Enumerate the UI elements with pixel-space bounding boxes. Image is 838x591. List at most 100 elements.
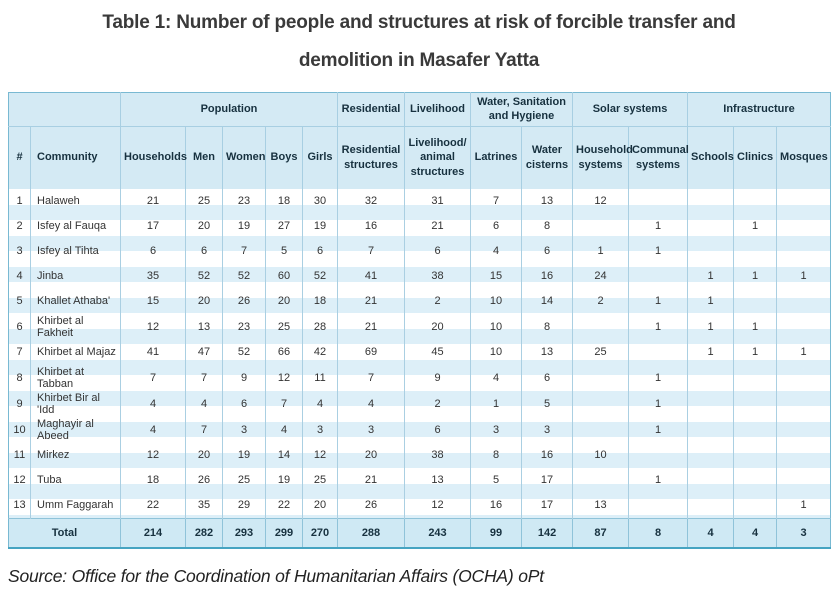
value-cell: 10 xyxy=(470,288,522,314)
value-cell xyxy=(776,238,831,264)
value-cell: 24 xyxy=(572,263,629,289)
value-cell xyxy=(776,188,831,214)
table-footer: Total 214 282 293 299 270 288 243 99 142… xyxy=(8,517,831,549)
value-cell: 52 xyxy=(222,339,266,365)
community-cell: Isfey al Tihta xyxy=(30,238,121,264)
table-row: 1 Halaweh 21 25 23 18 30 32 31 7 13 12 xyxy=(9,188,831,214)
value-cell: 5 xyxy=(470,467,522,493)
table-title: Table 1: Number of people and structures… xyxy=(0,4,838,80)
value-cell: 1 xyxy=(628,288,688,314)
col-header-household-systems: Household systems xyxy=(572,126,633,189)
value-cell xyxy=(776,390,831,417)
table-row: 13 Umm Faggarah 22 35 29 22 20 26 12 16 17 13 1 xyxy=(9,492,831,519)
value-cell: 2 xyxy=(404,390,471,417)
row-number-cell: 4 xyxy=(16,270,23,283)
value-cell: 9 xyxy=(222,364,266,391)
value-cell: 16 xyxy=(520,263,573,289)
value-cell xyxy=(628,442,688,468)
value-cell: 7 xyxy=(265,390,303,417)
value-cell: 32 xyxy=(337,188,405,214)
value-cell: 9 xyxy=(404,364,471,391)
value-cell: 27 xyxy=(265,213,303,239)
value-cell xyxy=(733,442,777,468)
value-cell xyxy=(733,492,777,519)
community-cell: Khirbet al Majaz xyxy=(30,339,121,365)
value-cell: 15 xyxy=(120,288,186,314)
value-cell xyxy=(733,288,777,314)
row-number-cell: 1 xyxy=(16,195,23,208)
value-cell xyxy=(733,188,777,214)
value-cell: 6 xyxy=(520,238,573,264)
value-cell: 30 xyxy=(302,188,338,214)
col-header-communal-systems: Communal systems xyxy=(628,126,689,189)
table-row: 7 Khirbet al Majaz 41 47 52 66 42 69 45 10 13 25 1 1 1 xyxy=(9,339,831,365)
value-cell: 29 xyxy=(222,492,266,519)
value-cell: 11 xyxy=(302,364,338,391)
value-cell: 1 xyxy=(687,288,734,314)
value-cell: 20 xyxy=(185,442,223,468)
value-cell: 35 xyxy=(120,263,186,289)
value-cell: 4 xyxy=(120,416,186,443)
value-cell: 21 xyxy=(337,467,405,493)
value-cell: 5 xyxy=(265,238,303,264)
value-cell: 31 xyxy=(404,188,471,214)
value-cell: 1 xyxy=(628,416,688,443)
value-cell: 47 xyxy=(185,339,223,365)
community-cell: Jinba xyxy=(30,263,121,289)
value-cell: 52 xyxy=(302,263,338,289)
community-cell: Khirbet al Fakheit xyxy=(30,313,121,340)
value-cell xyxy=(733,467,777,493)
value-cell: 1 xyxy=(776,339,831,365)
group-header-row: Population Residential Livelihood Water,… xyxy=(8,92,831,127)
group-header-solar: Solar systems xyxy=(572,92,688,127)
row-number-cell: 7 xyxy=(16,346,23,359)
table-row: 5 Khallet Athaba' 15 20 26 20 18 21 2 10 14 2 1 1 xyxy=(9,288,831,314)
value-cell: 60 xyxy=(265,263,303,289)
value-cell: 12 xyxy=(120,313,186,340)
value-cell xyxy=(733,390,777,417)
table-row: 4 Jinba 35 52 52 60 52 41 38 15 16 24 1 1 1 xyxy=(9,263,831,289)
value-cell xyxy=(687,238,734,264)
column-header-row: # Community Households Men Women Boys Gi… xyxy=(8,126,831,189)
group-header-wash: Water, Sanitation and Hygiene xyxy=(469,92,573,127)
total-communal-systems: 8 xyxy=(628,517,688,549)
col-header-schools: Schools xyxy=(687,126,734,189)
value-cell: 25 xyxy=(302,467,338,493)
col-header-community: Community xyxy=(30,126,121,189)
total-label: Total xyxy=(8,517,121,549)
community-cell: Tuba xyxy=(30,467,121,493)
value-cell xyxy=(628,263,688,289)
group-header-residential: Residential xyxy=(337,92,405,127)
value-cell: 38 xyxy=(404,263,471,289)
value-cell: 12 xyxy=(404,492,471,519)
total-row: Total 214 282 293 299 270 288 243 99 142… xyxy=(8,517,831,549)
value-cell: 3 xyxy=(520,416,573,443)
group-header-blank xyxy=(8,92,121,127)
value-cell xyxy=(628,492,688,519)
row-number-cell: 12 xyxy=(13,474,26,487)
value-cell: 17 xyxy=(520,467,573,493)
value-cell: 1 xyxy=(628,238,688,264)
value-cell xyxy=(572,213,629,239)
value-cell xyxy=(733,416,777,443)
table-row: 11 Mirkez 12 20 19 14 12 20 38 8 16 10 xyxy=(9,442,831,468)
value-cell: 26 xyxy=(337,492,405,519)
value-cell: 1 xyxy=(687,263,734,289)
value-cell: 2 xyxy=(572,288,629,314)
value-cell: 12 xyxy=(120,442,186,468)
value-cell xyxy=(733,364,777,391)
value-cell: 7 xyxy=(470,188,522,214)
value-cell: 10 xyxy=(572,442,629,468)
row-number-cell: 5 xyxy=(16,295,23,308)
table-row: 3 Isfey al Tihta 6 6 7 5 6 7 6 4 6 1 1 xyxy=(9,238,831,264)
value-cell: 4 xyxy=(302,390,338,417)
row-number-cell: 3 xyxy=(16,245,23,258)
value-cell: 12 xyxy=(302,442,338,468)
col-header-girls: Girls xyxy=(302,126,338,189)
value-cell: 35 xyxy=(185,492,223,519)
col-header-boys: Boys xyxy=(265,126,303,189)
value-cell xyxy=(628,339,688,365)
community-cell: Khirbet at Tabban xyxy=(30,364,121,391)
value-cell: 38 xyxy=(404,442,471,468)
value-cell: 4 xyxy=(185,390,223,417)
